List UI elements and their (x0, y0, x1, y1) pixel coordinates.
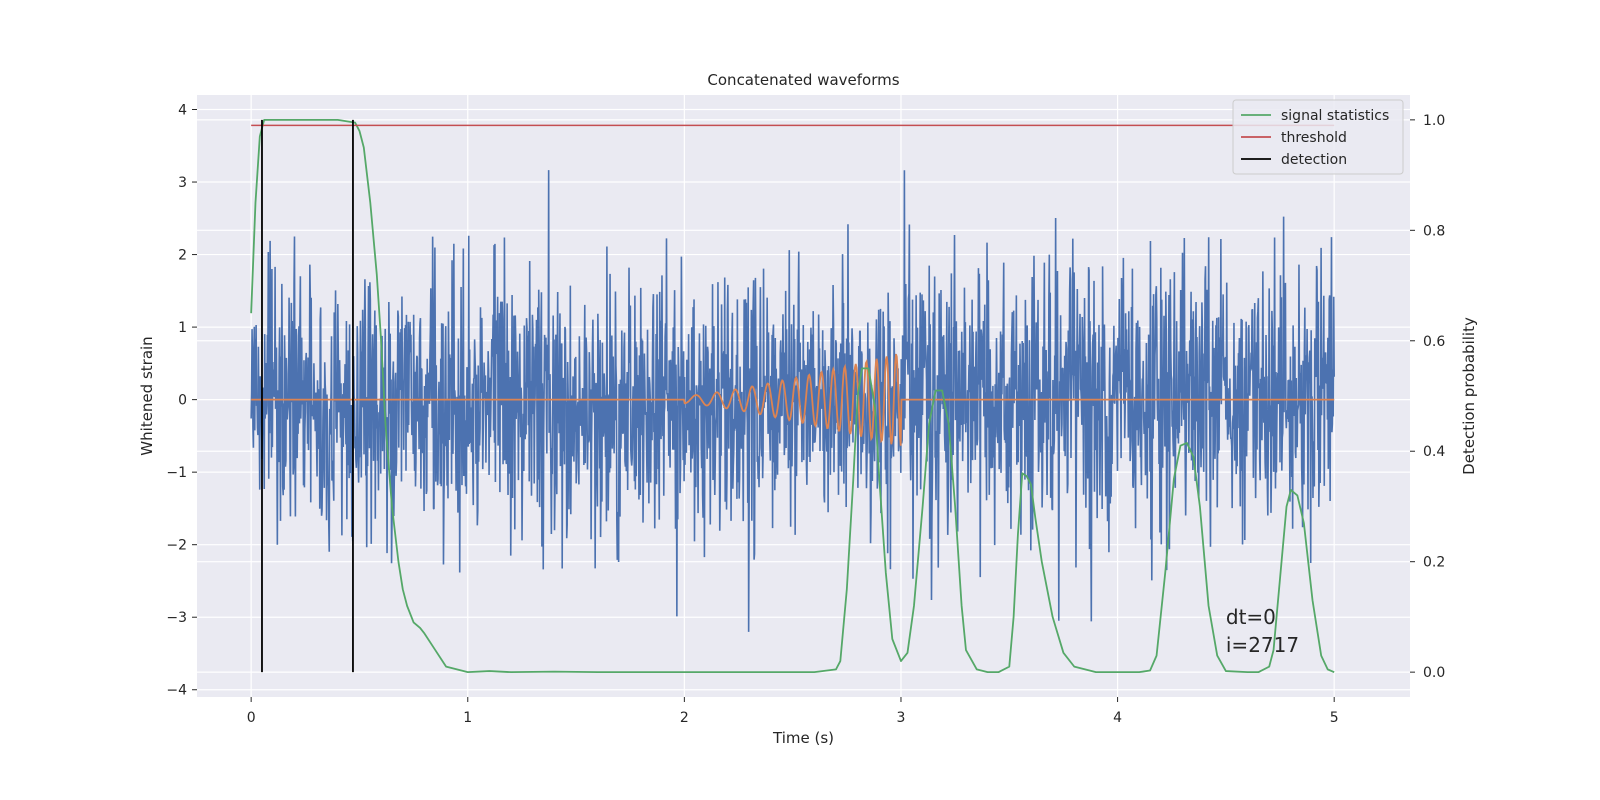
legend-label: signal statistics (1281, 108, 1389, 124)
x-tick-label: 3 (897, 710, 906, 726)
y-tick-label: −3 (166, 610, 187, 626)
legend-box (1232, 99, 1404, 175)
annotation-dt: dt=0 (1226, 605, 1276, 629)
x-tick-label: 1 (463, 710, 472, 726)
x-axis-label: Time (s) (772, 729, 834, 747)
waveform-series-line (251, 353, 1335, 446)
y2-tick-label: 1.0 (1423, 113, 1445, 129)
data-layer (250, 118, 1335, 674)
y-tick-label: −2 (166, 538, 187, 554)
y-tick-label: −1 (166, 465, 187, 481)
annotation-index: i=2717 (1226, 633, 1299, 657)
y2-tick-label: 0.6 (1423, 334, 1445, 350)
y-axis-label: Whitened strain (138, 336, 156, 455)
x-tick-label: 4 (1113, 710, 1122, 726)
x-tick-label: 0 (247, 710, 256, 726)
y2-axis-label: Detection probability (1460, 317, 1478, 475)
y2-tick-label: 0.4 (1423, 444, 1445, 460)
y2-tick-label: 0.2 (1423, 555, 1445, 571)
y-tick-label: 1 (178, 320, 187, 336)
legend-label: threshold (1281, 130, 1347, 146)
y-tick-label: −4 (166, 683, 187, 699)
chart-title: Concatenated waveforms (707, 71, 899, 89)
legend-label: detection (1281, 152, 1347, 168)
y-tick-label: 2 (178, 248, 187, 264)
x-tick-label: 2 (680, 710, 689, 726)
y-tick-label: 0 (178, 393, 187, 409)
y-tick-label: 3 (178, 175, 187, 191)
x-tick-label: 5 (1330, 710, 1339, 726)
y2-tick-label: 0.8 (1423, 223, 1445, 239)
ticks: 0 1 2 3 4 5 −4 −3 −2 −1 0 1 2 3 4 0.0 0.2 0.4 0.6 0.8 1.0 (166, 103, 1445, 726)
y2-tick-label: 0.0 (1423, 665, 1445, 681)
y-tick-label: 4 (178, 103, 187, 119)
legend: signal statistics threshold detection (1232, 99, 1404, 175)
signal-statistics-line (250, 118, 1335, 674)
